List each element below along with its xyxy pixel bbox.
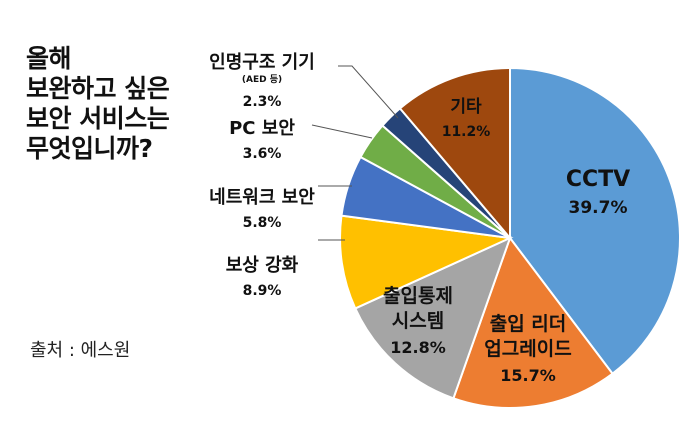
title-line: 보완하고 싶은 — [26, 74, 170, 103]
pie-slice-cctv — [509, 66, 681, 376]
source-note: 출처 : 에스원 — [30, 340, 131, 361]
label-group-pc: PC 보안 3.6% — [229, 118, 373, 162]
slice-label-other: 기타 — [450, 97, 482, 117]
label-group-other: 기타 11.2% — [442, 97, 491, 140]
title-line: 무엇입니까? — [26, 134, 153, 163]
label-group-life-saving: 인명구조 기기(AED 등) 2.3% — [209, 52, 399, 119]
slice-label-cctv: CCTV — [566, 167, 630, 192]
slice-label-access-reader: 출입 리더 — [490, 313, 567, 335]
pie-slice-access-reader — [452, 235, 614, 409]
title-line: 보안 서비스는 — [26, 104, 170, 133]
chart-title: 올해 보완하고 싶은 보안 서비스는 무엇입니까? — [26, 44, 170, 164]
slice-label-pc: PC 보안 — [229, 118, 295, 139]
slice-value-cctv: 39.7% — [569, 198, 628, 218]
slice-value-pc: 3.6% — [243, 146, 282, 162]
slice-value-access-system: 12.8% — [390, 338, 446, 357]
pie-slice-access-system — [353, 236, 512, 400]
slice-value-compensation: 8.9% — [243, 283, 282, 299]
label-group-cctv: CCTV 39.7% — [566, 167, 630, 218]
slice-label-access-reader: 업그레이드 — [484, 338, 571, 360]
slice-label-access-system: 출입통제 — [383, 285, 453, 307]
slice-label-life-saving: 인명구조 기기 — [209, 52, 315, 73]
slice-value-life-saving: 2.3% — [243, 94, 282, 110]
label-group-network: 네트워크 보안 5.8% — [209, 185, 352, 231]
leader-line-pc — [311, 124, 373, 139]
slice-label-life-saving: (AED 등) — [242, 74, 282, 85]
slice-value-network: 5.8% — [243, 215, 282, 231]
slice-value-access-reader: 15.7% — [500, 366, 556, 385]
pie-slice-other — [398, 66, 511, 241]
slice-label-access-system: 시스템 — [392, 310, 444, 332]
slice-value-other: 11.2% — [442, 124, 491, 140]
leader-line-life-saving — [338, 65, 399, 119]
slice-label-network: 네트워크 보안 — [209, 186, 315, 208]
slice-label-compensation: 보상 강화 — [226, 255, 299, 276]
label-group-compensation: 보상 강화 8.9% — [226, 239, 345, 299]
title-line: 올해 — [26, 44, 72, 73]
pie-slice-compensation — [339, 214, 514, 310]
